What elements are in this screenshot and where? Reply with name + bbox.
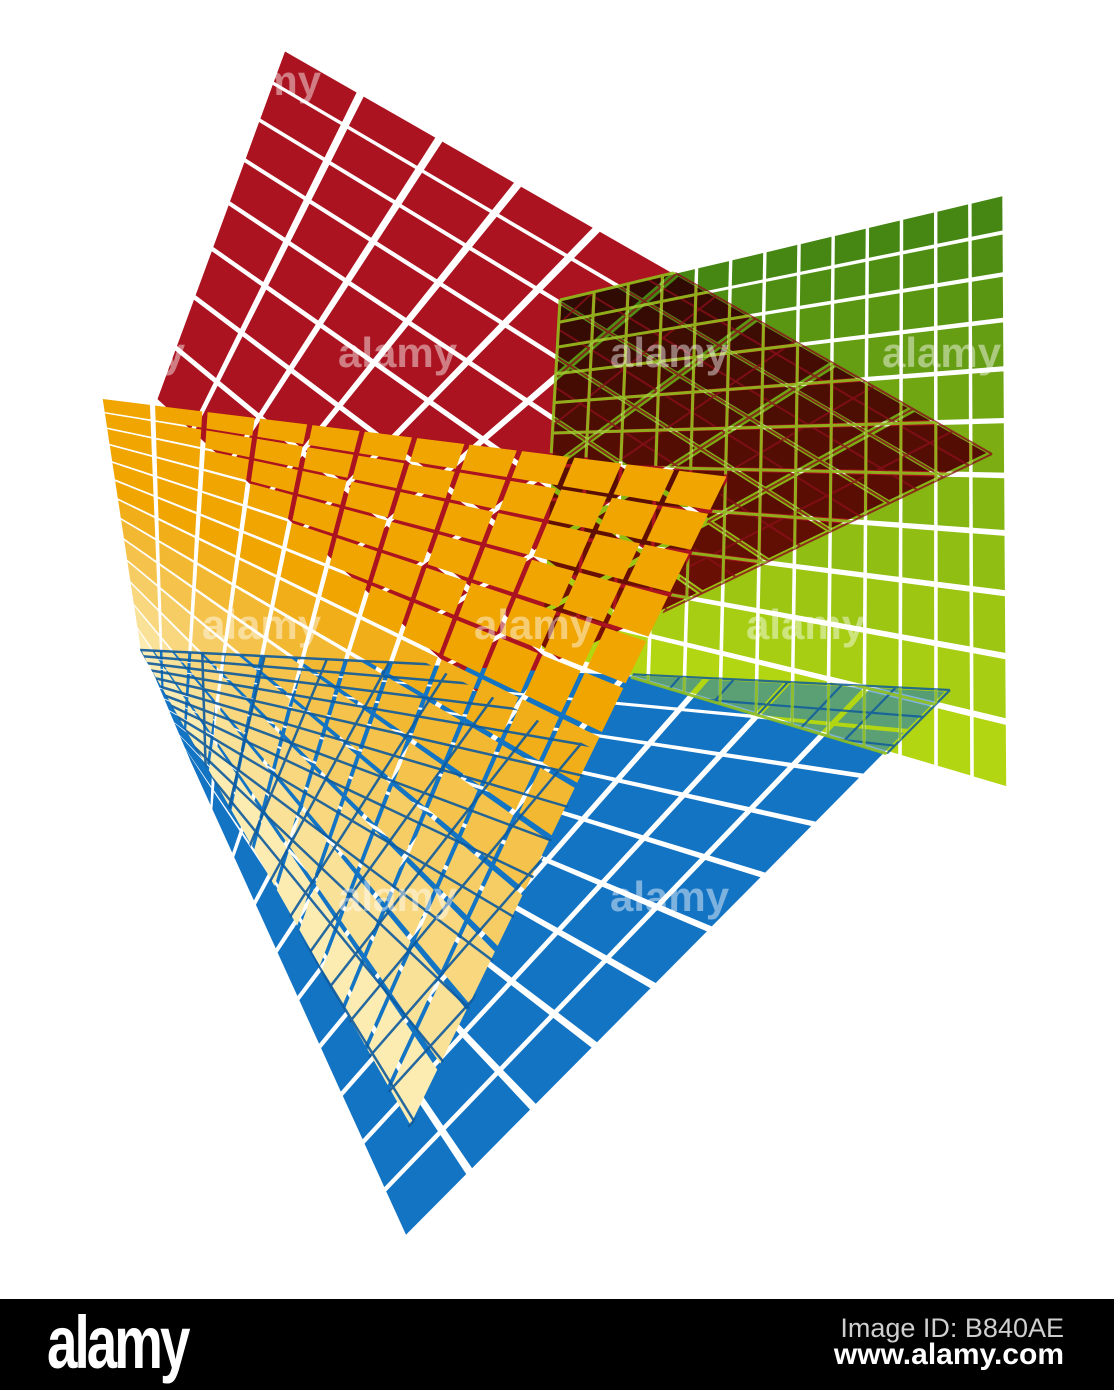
svg-text:alamy: alamy: [202, 57, 322, 104]
svg-text:alamy: alamy: [474, 57, 594, 104]
svg-text:alamy: alamy: [746, 601, 866, 648]
svg-text:alamy: alamy: [474, 1145, 594, 1192]
svg-text:alamy: alamy: [47, 1301, 190, 1384]
svg-text:alamy: alamy: [746, 57, 866, 104]
svg-text:alamy: alamy: [1018, 57, 1114, 104]
svg-text:alamy: alamy: [202, 601, 322, 648]
svg-text:alamy: alamy: [338, 873, 458, 920]
svg-text:alamy: alamy: [0, 57, 50, 104]
svg-text:alamy: alamy: [338, 329, 458, 376]
svg-text:alamy: alamy: [202, 1145, 322, 1192]
svg-text:alamy: alamy: [66, 329, 186, 376]
svg-text:alamy: alamy: [746, 1145, 866, 1192]
svg-text:alamy: alamy: [66, 873, 186, 920]
svg-text:alamy: alamy: [610, 873, 730, 920]
svg-text:alamy: alamy: [882, 873, 1002, 920]
svg-text:www.alamy.com: www.alamy.com: [833, 1338, 1064, 1371]
svg-text:alamy: alamy: [1018, 1145, 1114, 1192]
svg-text:alamy: alamy: [474, 601, 594, 648]
svg-text:alamy: alamy: [0, 601, 50, 648]
svg-text:alamy: alamy: [882, 329, 1002, 376]
svg-text:alamy: alamy: [1018, 601, 1114, 648]
svg-text:alamy: alamy: [610, 329, 730, 376]
svg-text:alamy: alamy: [0, 1145, 50, 1192]
